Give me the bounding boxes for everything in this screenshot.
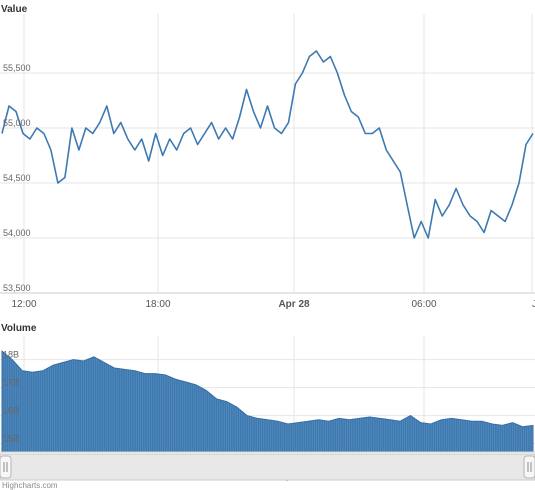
chart-credit: Highcharts.com — [2, 481, 58, 490]
value-y-tick-label: 55,500 — [3, 63, 31, 73]
volume-y-tick-label: 15B — [3, 434, 19, 444]
volume-area — [1, 350, 534, 453]
value-x-tick-label: 06:00 — [411, 299, 436, 310]
navigator-right-handle-body — [523, 455, 535, 479]
navigator-band — [0, 454, 535, 480]
navigator-right-handle — [523, 455, 535, 479]
value-x-tick-label: Apr 28 — [278, 299, 310, 310]
value-series-line — [1, 50, 534, 239]
navigator-left-handle — [0, 455, 12, 479]
volume-y-tick-label: 18B — [3, 350, 19, 360]
value-x-tick-label: J — [532, 299, 535, 310]
value-y-tick-label: 53,500 — [3, 283, 31, 293]
navigator-outline — [0, 453, 535, 481]
value-y-tick-label: 55,000 — [3, 118, 31, 128]
navigator — [0, 453, 535, 481]
volume-y-tick-label: 17B — [3, 378, 19, 388]
value-chart: Value 53,500 54,000 54,500 55,000 55,500 12:00… — [0, 4, 535, 310]
volume-y-tick-label: 16B — [3, 406, 19, 416]
value-y-tick-label: 54,000 — [3, 228, 31, 238]
value-x-tick-label: 18:00 — [145, 299, 170, 310]
volume-title: Volume — [1, 323, 37, 334]
value-x-tick-label: 12:00 — [11, 299, 36, 310]
value-y-tick-label: 54,500 — [3, 173, 31, 183]
navigator-left-handle-body — [0, 455, 12, 479]
value-title: Value — [1, 4, 28, 15]
